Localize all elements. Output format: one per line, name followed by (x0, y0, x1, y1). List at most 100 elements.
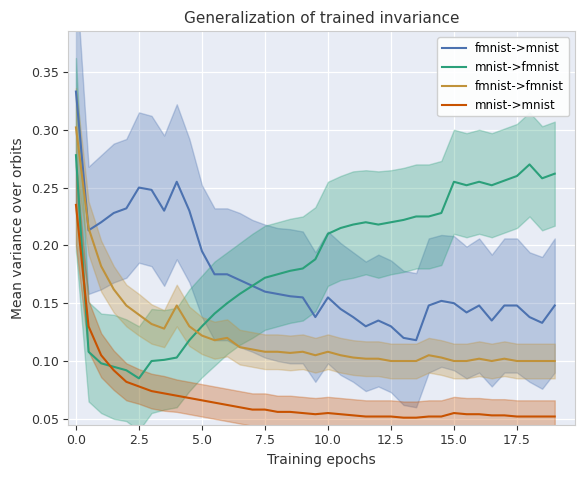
fmnist->mnist (85, 228, 92, 233)
fmnist->fmnist (463, 358, 470, 364)
fmnist->mnist (211, 272, 218, 277)
mnist->mnist (362, 413, 369, 419)
mnist->mnist (375, 413, 382, 419)
fmnist->fmnist (261, 349, 268, 355)
fmnist->mnist (463, 310, 470, 315)
fmnist->mnist (98, 219, 105, 225)
fmnist->fmnist (135, 312, 142, 317)
fmnist->mnist (261, 289, 268, 294)
fmnist->fmnist (73, 125, 80, 130)
Title: Generalization of trained invariance: Generalization of trained invariance (184, 11, 459, 26)
fmnist->fmnist (274, 349, 281, 355)
fmnist->mnist (425, 303, 432, 308)
fmnist->fmnist (350, 355, 357, 360)
mnist->mnist (135, 383, 142, 389)
mnist->fmnist (287, 268, 294, 274)
fmnist->fmnist (312, 352, 319, 358)
fmnist->fmnist (337, 352, 344, 358)
mnist->fmnist (211, 311, 218, 316)
fmnist->mnist (325, 294, 332, 300)
mnist->mnist (173, 393, 180, 399)
fmnist->fmnist (98, 263, 105, 269)
mnist->fmnist (85, 349, 92, 355)
mnist->fmnist (236, 291, 243, 297)
mnist->mnist (451, 410, 458, 416)
fmnist->mnist (123, 206, 130, 211)
fmnist->mnist (274, 291, 281, 297)
mnist->mnist (199, 398, 206, 403)
fmnist->mnist (199, 248, 206, 254)
fmnist->mnist (375, 318, 382, 324)
fmnist->fmnist (501, 356, 508, 361)
fmnist->fmnist (526, 358, 533, 364)
mnist->fmnist (513, 173, 520, 179)
Line: fmnist->fmnist: fmnist->fmnist (76, 128, 555, 361)
mnist->fmnist (337, 225, 344, 231)
fmnist->fmnist (551, 358, 558, 364)
fmnist->mnist (438, 298, 445, 304)
mnist->mnist (261, 407, 268, 413)
fmnist->mnist (387, 324, 394, 329)
mnist->mnist (73, 202, 80, 208)
mnist->mnist (236, 404, 243, 410)
fmnist->fmnist (186, 324, 193, 329)
mnist->mnist (312, 412, 319, 417)
fmnist->mnist (73, 89, 80, 95)
fmnist->mnist (110, 210, 117, 216)
mnist->fmnist (274, 272, 281, 277)
Line: mnist->fmnist: mnist->fmnist (76, 155, 555, 379)
mnist->fmnist (312, 256, 319, 262)
mnist->mnist (123, 379, 130, 385)
fmnist->mnist (299, 294, 306, 300)
fmnist->mnist (337, 306, 344, 312)
fmnist->mnist (350, 314, 357, 320)
mnist->mnist (400, 415, 407, 421)
mnist->mnist (425, 413, 432, 419)
mnist->fmnist (387, 219, 394, 225)
mnist->mnist (337, 412, 344, 417)
mnist->mnist (249, 407, 256, 413)
fmnist->mnist (476, 303, 483, 308)
mnist->fmnist (186, 337, 193, 343)
fmnist->fmnist (85, 225, 92, 231)
fmnist->fmnist (148, 321, 155, 327)
mnist->fmnist (438, 210, 445, 216)
fmnist->fmnist (249, 347, 256, 352)
fmnist->fmnist (451, 358, 458, 364)
mnist->fmnist (261, 275, 268, 281)
fmnist->mnist (249, 283, 256, 289)
fmnist->mnist (513, 303, 520, 308)
mnist->fmnist (551, 171, 558, 176)
mnist->fmnist (501, 178, 508, 184)
fmnist->fmnist (123, 303, 130, 308)
fmnist->mnist (451, 300, 458, 306)
mnist->mnist (110, 368, 117, 373)
fmnist->fmnist (413, 358, 420, 364)
fmnist->fmnist (325, 349, 332, 355)
mnist->fmnist (199, 324, 206, 329)
Line: mnist->mnist: mnist->mnist (76, 205, 555, 418)
mnist->mnist (526, 413, 533, 419)
fmnist->fmnist (400, 358, 407, 364)
fmnist->mnist (161, 208, 168, 214)
mnist->mnist (325, 410, 332, 416)
fmnist->mnist (501, 303, 508, 308)
mnist->fmnist (325, 231, 332, 237)
fmnist->mnist (488, 318, 495, 324)
mnist->mnist (387, 413, 394, 419)
fmnist->fmnist (161, 326, 168, 332)
X-axis label: Training epochs: Training epochs (267, 453, 376, 467)
mnist->fmnist (161, 357, 168, 363)
mnist->fmnist (123, 368, 130, 373)
mnist->mnist (488, 413, 495, 418)
fmnist->mnist (224, 272, 231, 277)
fmnist->fmnist (299, 349, 306, 355)
fmnist->mnist (148, 187, 155, 193)
Line: fmnist->mnist: fmnist->mnist (76, 92, 555, 340)
fmnist->mnist (551, 303, 558, 308)
mnist->mnist (539, 413, 546, 419)
mnist->fmnist (110, 364, 117, 369)
fmnist->fmnist (539, 358, 546, 364)
mnist->mnist (299, 410, 306, 416)
mnist->fmnist (400, 217, 407, 223)
